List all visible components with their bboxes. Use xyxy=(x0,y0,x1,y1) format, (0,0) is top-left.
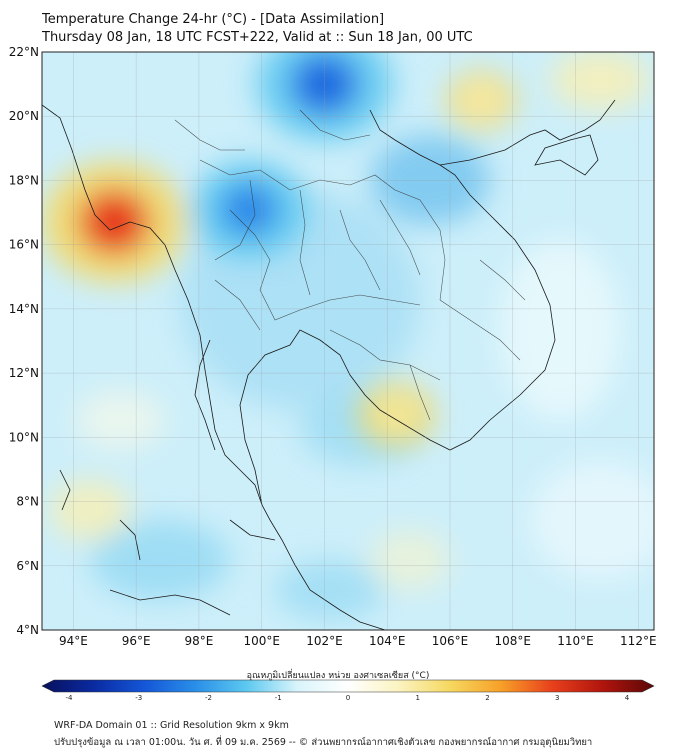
lon-tick-label: 94°E xyxy=(59,634,88,648)
lon-tick-label: 100°E xyxy=(243,634,280,648)
cold-anomaly-core-2 xyxy=(221,183,278,236)
lat-tick-label: 4°N xyxy=(16,623,39,637)
coastlines xyxy=(42,99,616,630)
colorbar-tick-label: 1 xyxy=(416,694,420,702)
lon-tick-label: 106°E xyxy=(432,634,469,648)
lat-tick-label: 22°N xyxy=(9,45,39,59)
lon-tick-label: 104°E xyxy=(369,634,406,648)
colorbar-tick-label: -1 xyxy=(275,694,282,702)
warm-anomaly-core-3 xyxy=(378,397,416,432)
lon-tick-label: 110°E xyxy=(557,634,594,648)
admin-borders xyxy=(174,109,526,421)
lon-tick-label: 98°E xyxy=(184,634,213,648)
colorbar-tick-label: 4 xyxy=(625,694,630,702)
colorbar-tick-label: 0 xyxy=(346,694,350,702)
lon-tick-label: 108°E xyxy=(495,634,532,648)
colorbar-tick-label: 2 xyxy=(485,694,489,702)
map-frame xyxy=(41,51,655,631)
lat-tick-label: 12°N xyxy=(9,366,39,380)
lat-tick-label: 16°N xyxy=(9,238,39,252)
lon-tick-label: 112°E xyxy=(620,634,657,648)
lat-tick-label: 14°N xyxy=(9,302,39,316)
colorbar-tick-label: -3 xyxy=(135,694,142,702)
longitude-axis: 94°E 96°E 98°E 100°E 102°E 104°E 106°E 108°E 110… xyxy=(59,634,657,648)
lat-tick-label: 8°N xyxy=(16,495,39,509)
map-field xyxy=(42,52,654,630)
warm-anomaly-core-0 xyxy=(79,190,149,255)
map-title: Temperature Change 24-hr (°C) - [Data As… xyxy=(42,12,385,27)
anomaly-layer xyxy=(42,52,516,448)
colorbar-title: อุณหภูมิเปลี่ยนแปลง หน่วย องศาเซลเซียส (… xyxy=(246,671,430,681)
lat-tick-label: 10°N xyxy=(9,430,39,444)
colorbar-tick-label: 3 xyxy=(555,694,559,702)
latitude-axis: 22°N 20°N 18°N 16°N 14°N 12°N 10°N 8°N 6°N 4°N xyxy=(9,45,39,637)
model-info: WRF-DA Domain 01 :: Grid Resolution 9km … xyxy=(54,720,289,731)
colorbar-tick-label: -4 xyxy=(66,694,74,702)
colorbar: -4 -3 -2 -1 0 1 2 3 4 xyxy=(41,679,655,702)
lat-tick-label: 18°N xyxy=(9,173,39,187)
colorbar-ticks: -4 -3 -2 -1 0 1 2 3 4 xyxy=(66,694,630,702)
field-texture xyxy=(50,52,654,620)
lon-tick-label: 102°E xyxy=(306,634,343,648)
lat-tick-label: 20°N xyxy=(9,109,39,123)
graticule xyxy=(42,52,654,630)
colorbar-bar xyxy=(41,679,655,693)
map-subtitle: Thursday 08 Jan, 18 UTC FCST+222, Valid … xyxy=(42,30,473,45)
update-info: ปรับปรุงข้อมูล ณ เวลา 01:00น. วัน ศ. ที่… xyxy=(54,737,593,748)
lon-tick-label: 96°E xyxy=(122,634,151,648)
lat-tick-label: 6°N xyxy=(16,559,39,573)
colorbar-tick-label: -2 xyxy=(205,694,212,702)
warm-anomaly-core-4 xyxy=(464,84,498,116)
